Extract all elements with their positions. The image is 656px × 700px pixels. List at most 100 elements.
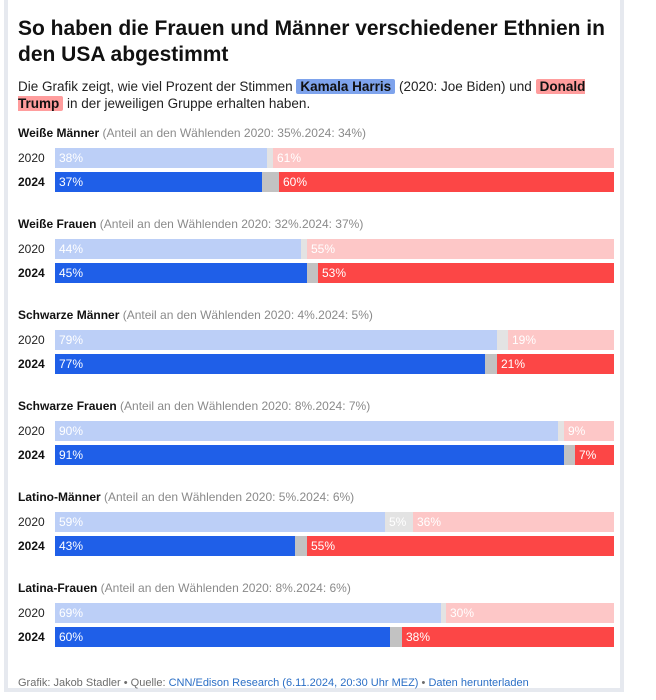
source-link[interactable]: CNN/Edison Research (6.11.2024, 20:30 Uh… [168, 677, 419, 689]
bar-other [295, 536, 307, 556]
chart-content: So haben die Frauen und Männer verschied… [18, 16, 614, 647]
group-name: Latino-Männer [18, 490, 101, 504]
group-voter-share: (Anteil an den Wählenden 2020: 8%.2024: … [116, 399, 371, 413]
group-title: Schwarze Männer (Anteil an den Wählenden… [18, 308, 373, 322]
group-voter-share: (Anteil an den Wählenden 2020: 5%.2024: … [100, 490, 355, 504]
bar-other [262, 172, 279, 192]
bar-row: 2024 60% 38% [18, 627, 614, 647]
group-name: Schwarze Frauen [18, 399, 117, 413]
year-label: 2024 [18, 630, 45, 644]
chart-frame: So haben die Frauen und Männer verschied… [4, 0, 624, 692]
chart-footer: Grafik: Jakob Stadler • Quelle: CNN/Edis… [18, 676, 529, 690]
bar-dem: 60% [55, 627, 390, 647]
chart-title: So haben die Frauen und Männer verschied… [18, 17, 605, 66]
group-voter-share: (Anteil an den Wählenden 2020: 8%.2024: … [97, 581, 351, 595]
year-label: 2024 [18, 448, 45, 462]
bar-dem: 38% [55, 148, 267, 168]
bar-other: 5% [385, 512, 413, 532]
bar-dem: 44% [55, 239, 301, 259]
bar-rep: 36% [413, 512, 614, 532]
bar-dem: 59% [55, 512, 385, 532]
bar-row: 2020 38% 61% [18, 148, 614, 168]
bar-dem: 43% [55, 536, 295, 556]
bar-track: 91% 7% [55, 445, 614, 465]
chart-group: Schwarze Frauen (Anteil an den Wählenden… [18, 399, 614, 490]
legend-harris: Kamala Harris [296, 79, 396, 94]
year-label: 2024 [18, 266, 45, 280]
bar-track: 60% 38% [55, 627, 614, 647]
bar-track: 79% 19% [55, 330, 614, 350]
bar-dem: 91% [55, 445, 564, 465]
bar-rep: 30% [446, 603, 614, 623]
desc-mid: (2020: Joe Biden) und [398, 79, 532, 94]
bar-other [497, 330, 508, 350]
chart-group: Weiße Frauen (Anteil an den Wählenden 20… [18, 217, 614, 308]
group-name: Weiße Frauen [18, 217, 97, 231]
group-title: Latino-Männer (Anteil an den Wählenden 2… [18, 490, 354, 504]
bar-track: 44% 55% [55, 239, 614, 259]
group-title: Latina-Frauen (Anteil an den Wählenden 2… [18, 581, 351, 595]
group-voter-share: (Anteil an den Wählenden 2020: 4%.2024: … [119, 308, 373, 322]
bar-rep: 61% [273, 148, 614, 168]
bar-track: 90% 9% [55, 421, 614, 441]
year-label: 2020 [18, 515, 45, 529]
bar-rep: 7% [575, 445, 614, 465]
bar-rep: 38% [402, 627, 614, 647]
bar-row: 2024 45% 53% [18, 263, 614, 283]
bar-dem: 45% [55, 263, 307, 283]
bar-row: 2020 59% 5% 36% [18, 512, 614, 532]
bar-track: 38% 61% [55, 148, 614, 168]
year-label: 2020 [18, 242, 45, 256]
group-title: Weiße Frauen (Anteil an den Wählenden 20… [18, 217, 363, 231]
bar-rep: 60% [279, 172, 614, 192]
bar-track: 45% 53% [55, 263, 614, 283]
group-name: Weiße Männer [18, 126, 100, 140]
footer-separator: • [421, 677, 426, 689]
group-name: Schwarze Männer [18, 308, 120, 322]
bar-other [307, 263, 318, 283]
bar-row: 2020 79% 19% [18, 330, 614, 350]
year-label: 2020 [18, 333, 45, 347]
bar-other [564, 445, 575, 465]
bar-other [485, 354, 497, 374]
bar-track: 77% 21% [55, 354, 614, 374]
bar-other [267, 148, 273, 168]
bar-row: 2024 77% 21% [18, 354, 614, 374]
group-name: Latina-Frauen [18, 581, 98, 595]
bar-track: 43% 55% [55, 536, 614, 556]
bar-other [441, 603, 446, 623]
year-label: 2024 [18, 357, 45, 371]
bar-row: 2024 91% 7% [18, 445, 614, 465]
chart-group: Schwarze Männer (Anteil an den Wählenden… [18, 308, 614, 399]
bar-dem: 77% [55, 354, 485, 374]
chart-group: Latina-Frauen (Anteil an den Wählenden 2… [18, 581, 614, 672]
bar-rep: 21% [497, 354, 614, 374]
download-data-link[interactable]: Daten herunterladen [428, 677, 529, 689]
bar-track: 37% 60% [55, 172, 614, 192]
chart-description: Die Grafik zeigt, wie viel Prozent der S… [18, 78, 614, 112]
year-label: 2024 [18, 175, 45, 189]
chart-group: Latino-Männer (Anteil an den Wählenden 2… [18, 490, 614, 581]
bar-other [558, 421, 564, 441]
desc-before: Die Grafik zeigt, wie viel Prozent der S… [18, 79, 293, 94]
bar-other [301, 239, 307, 259]
bar-row: 2024 37% 60% [18, 172, 614, 192]
year-label: 2020 [18, 424, 45, 438]
bar-rep: 19% [508, 330, 614, 350]
bar-row: 2024 43% 55% [18, 536, 614, 556]
bar-row: 2020 69% 30% [18, 603, 614, 623]
chart-group: Weiße Männer (Anteil an den Wählenden 20… [18, 126, 614, 217]
bar-track: 69% 30% [55, 603, 614, 623]
bar-row: 2020 90% 9% [18, 421, 614, 441]
year-label: 2024 [18, 539, 45, 553]
bar-track: 59% 5% 36% [55, 512, 614, 532]
bar-dem: 37% [55, 172, 262, 192]
group-voter-share: (Anteil an den Wählenden 2020: 32%.2024:… [96, 217, 364, 231]
bar-rep: 9% [564, 421, 614, 441]
bar-other [390, 627, 402, 647]
bar-dem: 79% [55, 330, 497, 350]
bar-row: 2020 44% 55% [18, 239, 614, 259]
year-label: 2020 [18, 151, 45, 165]
bar-rep: 53% [318, 263, 614, 283]
group-voter-share: (Anteil an den Wählenden 2020: 35%.2024:… [99, 126, 366, 140]
